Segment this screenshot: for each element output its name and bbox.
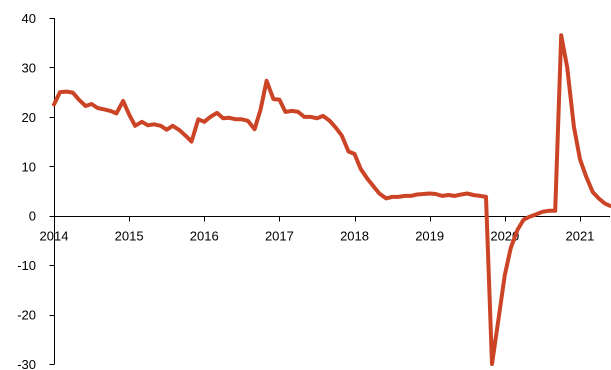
- y-tick-label: 30: [22, 60, 36, 75]
- y-tick-label: 20: [22, 110, 36, 125]
- x-tick-label: 2019: [415, 229, 444, 244]
- y-axis: 40 30 20 10 0 -10 -20 -30: [17, 11, 55, 370]
- x-tick-label: 2021: [565, 229, 594, 244]
- series-line: [52, 33, 611, 366]
- y-tick-label: 10: [22, 159, 36, 174]
- x-tick-label: 2017: [265, 229, 294, 244]
- y-tick-label: -20: [17, 308, 36, 323]
- y-tick-label: -10: [17, 258, 36, 273]
- y-tick-label: 40: [22, 11, 36, 26]
- series-group: [52, 33, 611, 366]
- y-tick-label: 0: [29, 209, 36, 224]
- x-tick-label: 2018: [340, 229, 369, 244]
- y-tick-label: -30: [17, 357, 36, 370]
- x-tick-label: 2014: [40, 229, 69, 244]
- x-tick-label: 2016: [190, 229, 219, 244]
- x-axis: 2014 2015 2016 2017 2018 2019 2020 2021: [40, 216, 610, 244]
- x-tick-label: 2015: [115, 229, 144, 244]
